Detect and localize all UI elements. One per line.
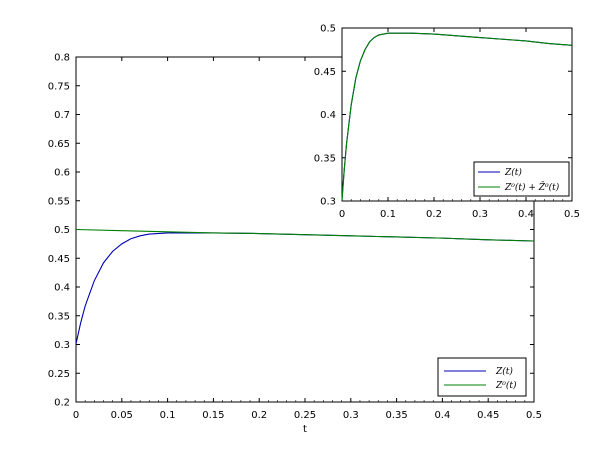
inset-y-tick-label: 0.45 [314,67,336,78]
main-y-tick-label: 0.5 [54,225,70,236]
main-x-tick-label: 0.3 [343,410,359,421]
inset-series-2-line [341,32,573,201]
main-y-tick-label: 0.55 [48,196,70,207]
main-x-tick-label: 0 [73,410,79,421]
inset-x-tick-label: 0 [339,209,345,220]
main-y-tick-label: 0.7 [54,110,70,121]
main-y-tick-label: 0.45 [48,254,70,265]
main-x-tick-label: 0.1 [160,410,176,421]
inset-legend: Z(t) Z⁰(t) + Z̄⁰(t) [473,161,570,197]
main-series-2-line [75,228,535,242]
main-legend-entry-1: Z(t) [495,366,513,377]
main-y-tick-label: 0.65 [48,139,70,150]
main-y-tick-label: 0.35 [48,311,70,322]
main-x-tick-label: 0.05 [111,410,133,421]
main-x-tick-label: 0.25 [294,410,316,421]
main-x-tick-label: 0.35 [385,410,407,421]
inset-y-tick-label: 0.3 [320,197,336,208]
main-legend-entry-2: Z⁰(t) [495,380,517,391]
inset-chart: 0 0.1 0.2 0.3 0.4 0.5 0.3 0.35 0.4 0.45 0.5 Z(t) Z… [314,24,580,221]
main-y-tick-label: 0.8 [54,53,70,64]
inset-y-tick-label: 0.35 [314,153,336,164]
main-x-tick-label: 0.4 [434,410,450,421]
inset-x-tick-label: 0.4 [518,209,534,220]
main-x-tick-label: 0.45 [477,410,499,421]
main-legend: Z(t) Z⁰(t) [437,357,527,397]
inset-legend-entry-1: Z(t) [504,167,522,178]
x-axis-label: t [303,424,307,435]
main-y-tick-label: 0.6 [54,168,70,179]
inset-x-tick-label: 0.2 [426,209,442,220]
main-y-tick-label: 0.25 [48,369,70,380]
inset-x-tick-label: 0.3 [472,209,488,220]
inset-legend-entry-2: Z⁰(t) + Z̄⁰(t) [504,181,560,193]
main-y-tick-label: 0.2 [54,398,70,409]
main-y-tick-label: 0.4 [54,283,70,294]
main-x-tick-label: 0.2 [251,410,267,421]
main-x-tick-label: 0.5 [526,410,542,421]
inset-y-tick-label: 0.4 [320,110,336,121]
main-y-tick-label: 0.3 [54,340,70,351]
inset-x-tick-label: 0.1 [380,209,396,220]
inset-x-tick-label: 0.5 [564,209,580,220]
main-y-tick-label: 0.75 [48,81,70,92]
main-x-tick-label: 0.15 [202,410,224,421]
inset-y-tick-label: 0.5 [320,24,336,35]
